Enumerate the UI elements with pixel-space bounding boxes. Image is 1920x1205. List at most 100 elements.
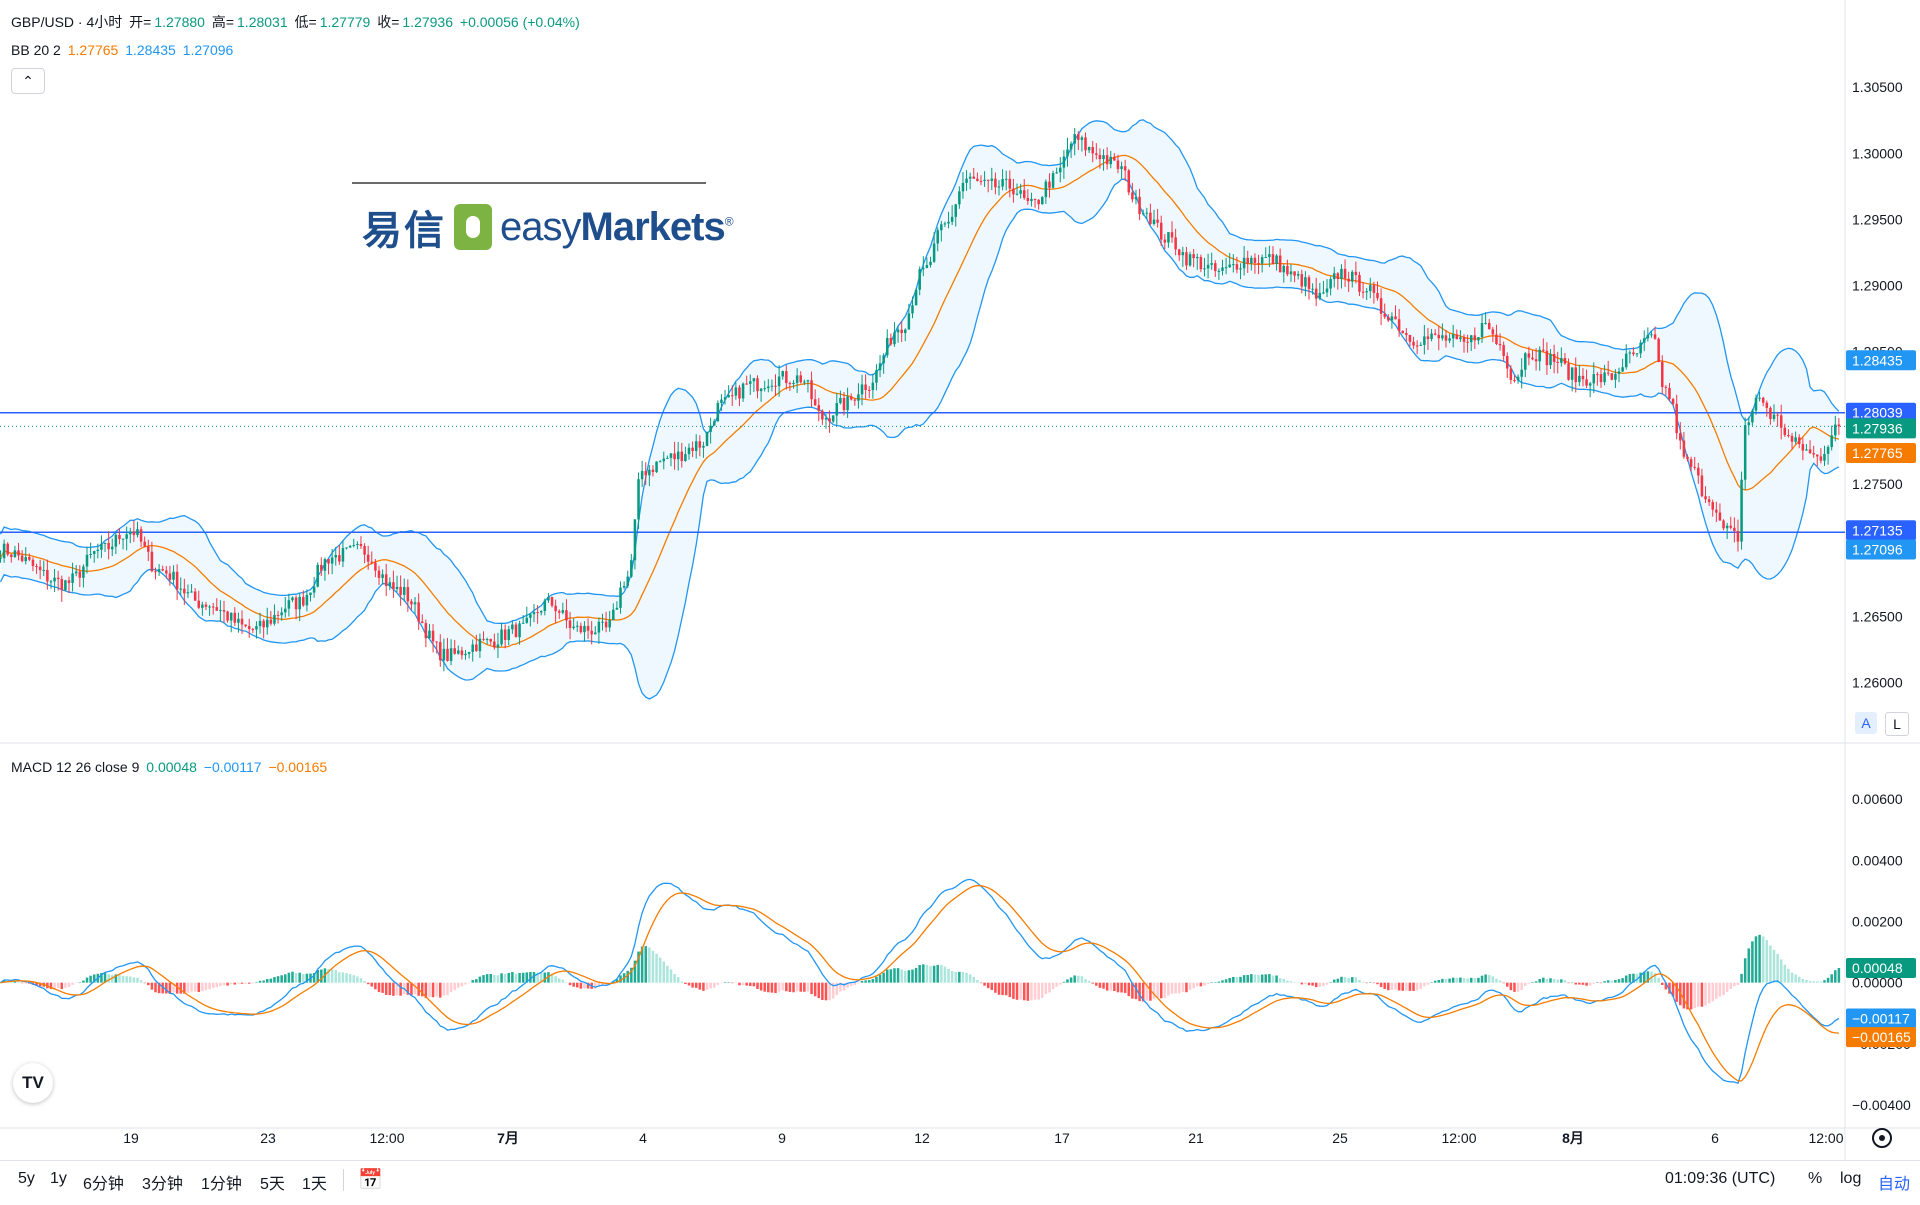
macd-hist-bar: [1210, 982, 1213, 983]
macd-axis-tick: 0.00400: [1852, 852, 1903, 868]
symbol-title[interactable]: GBP/USD · 4小时: [11, 14, 123, 30]
candle-body: [792, 382, 795, 384]
candle-body: [630, 560, 633, 577]
macd-hist-bar: [215, 982, 219, 988]
macd-line-value: −0.00117: [203, 759, 262, 775]
macd-hist-bar: [694, 982, 698, 988]
range-6min-button[interactable]: 6分钟: [83, 1176, 124, 1193]
macd-hist-bar: [1812, 981, 1815, 983]
bb-legend[interactable]: BB 20 2 1.27765 1.28435 1.27096: [11, 42, 236, 58]
candle-body: [1578, 375, 1581, 383]
collapse-legend-button[interactable]: ⌃: [11, 68, 45, 94]
candle-body: [730, 395, 734, 397]
range-3min-button[interactable]: 3分钟: [142, 1176, 183, 1193]
macd-hist-bar: [575, 982, 579, 988]
macd-hist-bar: [1751, 941, 1754, 983]
macd-hist-bar: [911, 969, 914, 983]
candle-body: [1783, 427, 1787, 435]
macd-hist-bar: [370, 982, 374, 987]
calendar-icon[interactable]: 📅: [358, 1169, 383, 1191]
macd-hist-bar: [1585, 982, 1588, 986]
candle-body: [442, 648, 446, 661]
bb-middle-line: [0, 154, 1840, 648]
macd-hist-bar: [752, 982, 756, 987]
macd-hist-bar: [1412, 982, 1415, 991]
macd-hist-bar: [475, 979, 478, 983]
macd-hist-price-label: 0.00048: [1852, 960, 1903, 976]
clock-display[interactable]: 01:09:36 (UTC): [1665, 1170, 1776, 1187]
macd-hist-bar: [565, 982, 568, 983]
candle-body: [532, 612, 536, 615]
candle-body: [1123, 166, 1127, 171]
candle-body: [1733, 527, 1736, 531]
macd-hist-bar: [734, 982, 738, 984]
candle-body: [1289, 271, 1293, 275]
macd-hist-bar: [1524, 982, 1527, 986]
macd-hist-bar: [471, 980, 474, 983]
range-1d-button[interactable]: 1天: [302, 1176, 327, 1193]
macd-hist-bar: [49, 982, 53, 990]
candle-body: [247, 626, 251, 629]
macd-hist-bar: [871, 979, 875, 983]
macd-hist-bar: [154, 982, 157, 993]
macd-hist-bar: [1711, 982, 1714, 1002]
macd-hist-bar: [878, 974, 882, 983]
candle-body: [655, 461, 658, 472]
candle-body: [410, 601, 413, 605]
macd-hist-bar: [785, 982, 788, 992]
macd-hist-bar: [543, 972, 547, 983]
log-button[interactable]: log: [1840, 1170, 1862, 1187]
candle-body: [1588, 383, 1592, 386]
macd-hist-bar: [233, 982, 237, 985]
gear-icon[interactable]: [1872, 1128, 1892, 1148]
candle-body: [1498, 343, 1502, 346]
macd-hist-bar: [1599, 982, 1603, 984]
candle-body: [1707, 499, 1711, 503]
range-1min-button[interactable]: 1分钟: [201, 1176, 242, 1193]
macd-hist-bar: [968, 974, 972, 983]
price-axis-tick: 1.29000: [1852, 278, 1903, 294]
macd-hist-bar: [312, 973, 316, 983]
candle-body: [1581, 375, 1585, 380]
macd-hist-bar: [1614, 979, 1617, 983]
macd-hist-bar: [572, 982, 575, 987]
macd-hist-bar: [1369, 982, 1372, 983]
macd-legend[interactable]: MACD 12 26 close 9 0.00048 −0.00117 −0.0…: [11, 759, 330, 775]
macd-hist-bar: [669, 969, 673, 983]
range-5y-button[interactable]: 5y: [18, 1170, 35, 1187]
macd-hist-bar: [1606, 980, 1610, 983]
tradingview-logo-icon[interactable]: TV: [13, 1063, 53, 1103]
candle-body: [1769, 407, 1772, 420]
candle-body: [723, 397, 727, 400]
candle-body: [305, 595, 309, 606]
macd-hist-bar: [1545, 979, 1549, 983]
macd-hist-bar: [763, 982, 766, 992]
candle-body: [1441, 335, 1444, 339]
percent-button[interactable]: %: [1808, 1170, 1823, 1187]
candle-body: [864, 384, 867, 391]
candle-body: [121, 538, 125, 540]
log-scale-button[interactable]: L: [1885, 712, 1909, 736]
macd-hist-bar: [500, 973, 503, 983]
macd-hist-bar: [1509, 982, 1513, 991]
easymarkets-watermark: 易信 easyMarkets®: [362, 198, 734, 253]
macd-hist-bar: [1141, 982, 1145, 1002]
candle-body: [147, 546, 150, 552]
macd-hist-bar: [961, 971, 965, 983]
auto-scale-button[interactable]: A: [1855, 712, 1877, 734]
candle-body: [1505, 355, 1509, 369]
range-1y-button[interactable]: 1y: [50, 1170, 67, 1187]
macd-hist-bar: [110, 975, 114, 983]
candle-body: [637, 479, 640, 520]
macd-hist-bar: [1801, 978, 1805, 983]
candle-body: [1729, 525, 1733, 528]
macd-hist-bar: [71, 982, 74, 985]
time-axis-tick: 12:00: [1808, 1130, 1843, 1146]
macd-hist-bar: [1581, 982, 1585, 985]
range-5d-button[interactable]: 5天: [260, 1176, 285, 1193]
auto-button[interactable]: 自动: [1878, 1176, 1911, 1193]
macd-hist-bar: [1816, 981, 1819, 983]
macd-hist-bar: [1311, 982, 1314, 986]
